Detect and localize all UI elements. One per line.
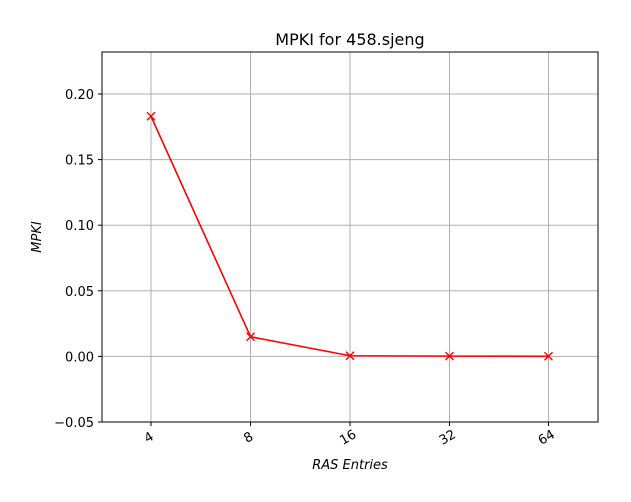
y-tick-label: 0.15 (65, 154, 94, 169)
y-tick-label: 0.20 (65, 88, 94, 103)
x-tick-label: 16 (337, 427, 359, 448)
y-tick-label: 0.10 (65, 219, 94, 234)
y-tick-label: 0.05 (65, 285, 94, 300)
series-group (146, 111, 553, 361)
data-point-marker (544, 351, 553, 361)
y-tick-label: 0.00 (65, 350, 94, 365)
data-point-marker (146, 111, 156, 121)
x-tick-label: 8 (241, 429, 256, 446)
grid-lines (102, 52, 598, 423)
y-axis-ticks: −0.05 0.00 0.05 0.10 0.15 0.20 (54, 88, 102, 431)
chart-title: MPKI for 458.sjeng (275, 30, 424, 49)
x-tick-label: 4 (142, 429, 157, 446)
x-axis-label: RAS Entries (312, 458, 388, 473)
y-axis-label: MPKI (30, 221, 45, 253)
data-point-marker (246, 332, 255, 342)
x-tick-label: 32 (437, 427, 459, 448)
x-axis-ticks: 4 8 16 32 64 (142, 422, 558, 449)
data-point-marker (345, 351, 355, 361)
x-tick-label: 64 (536, 427, 558, 448)
y-tick-label: −0.05 (54, 416, 94, 431)
data-point-marker (445, 351, 454, 361)
